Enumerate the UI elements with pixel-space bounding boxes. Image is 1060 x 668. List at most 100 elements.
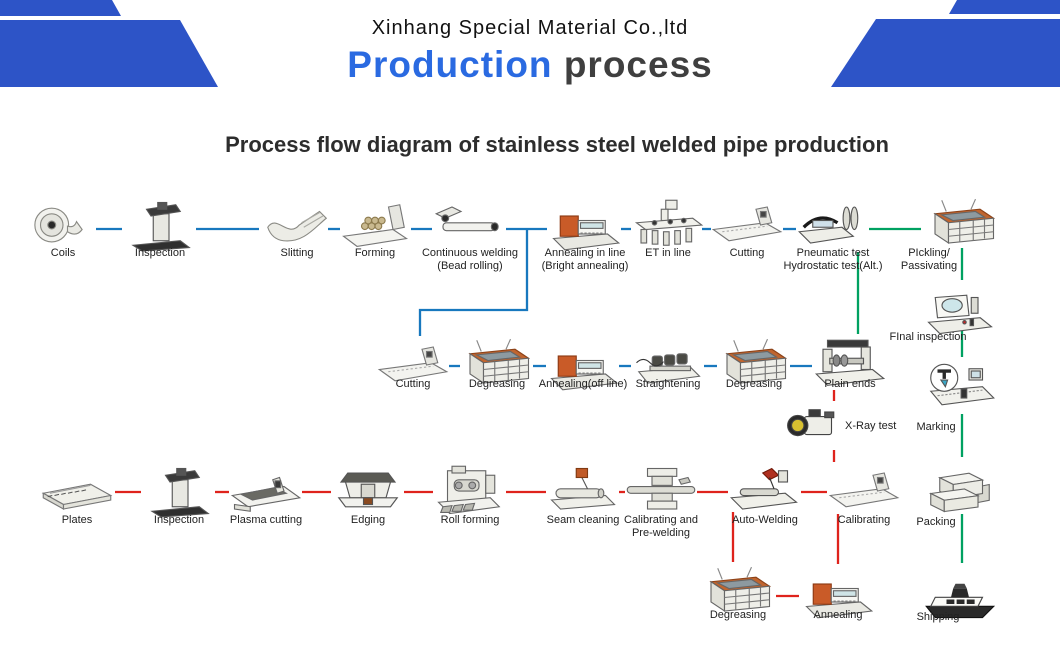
- station-label: FInal inspection: [853, 331, 1003, 344]
- bed-icon: [829, 472, 899, 508]
- plasma-table-icon: [231, 476, 301, 512]
- frame-icon: [626, 467, 696, 510]
- station-label-line: FInal inspection: [889, 331, 967, 343]
- welder-icon: [730, 467, 798, 510]
- station-label-line: Edging: [350, 514, 386, 526]
- station-label: Pneumatic test Hydrostatic test(Alt.): [758, 247, 908, 272]
- station-label: Cutting: [672, 247, 822, 260]
- station-label: Seam cleaning: [508, 514, 658, 527]
- station-label-line: Cutting: [395, 378, 431, 390]
- station-label: Packing: [861, 516, 1011, 529]
- station-label: PIckling/Passivating: [854, 247, 1004, 272]
- station-label-line: Annealing: [813, 609, 863, 621]
- station-label: Calibrating and Pre-welding: [586, 514, 736, 539]
- station-label: Edging: [293, 514, 443, 527]
- boxes-icon: [930, 472, 990, 513]
- station-label: Marking: [861, 421, 1011, 434]
- station-label-line: Roll forming: [440, 514, 500, 526]
- tester-icon: [797, 205, 860, 245]
- station-label-line: Coils: [50, 247, 76, 259]
- station-label-line: Calibrating: [837, 514, 891, 526]
- station-label: Coils: [0, 247, 138, 260]
- tank-icon: [934, 198, 995, 244]
- station-label-line: Annealing in line: [544, 247, 626, 259]
- station-label-line: Auto-Welding: [732, 514, 798, 526]
- top-row-connectors: [96, 227, 796, 336]
- roll-mill-icon: [437, 465, 500, 515]
- station-label: Annealing in line (Bright annealing): [510, 247, 660, 272]
- edging-press-icon: [338, 472, 398, 508]
- station-label: Cutting: [338, 378, 488, 391]
- station-label-line: Marking: [916, 421, 956, 433]
- station-label-line: Pre-welding: [631, 526, 691, 539]
- station-label-line: Inspection: [153, 514, 205, 526]
- station-label-line: Inspection: [134, 247, 186, 259]
- forming-mill-icon: [342, 204, 408, 247]
- station-label-line: Packing: [916, 516, 956, 528]
- page-title: Production process: [0, 44, 1060, 86]
- analyzer-icon: [927, 294, 993, 335]
- station-label: Slitting: [222, 247, 372, 260]
- station-label-line: Degreasing: [725, 378, 783, 390]
- bottom-row-connectors: [115, 390, 840, 598]
- tube-icon: [435, 206, 499, 232]
- station-label-line: ET in line: [645, 247, 691, 259]
- station-label-line: Straightening: [635, 378, 701, 390]
- station-label: Calibrating: [789, 514, 939, 527]
- sheet-icon: [267, 210, 327, 242]
- station-label-line: Seam cleaning: [546, 514, 620, 526]
- station-label: Degreasing: [422, 378, 572, 391]
- deco-left-strip: [0, 0, 121, 16]
- header-decoration: [0, 0, 1060, 87]
- station-label: Auto-Welding: [690, 514, 840, 527]
- station-label: Plasma cutting: [191, 514, 341, 527]
- station-label: Straightening: [593, 378, 743, 391]
- station-label: Annealing(off line): [508, 378, 658, 391]
- camera-icon: [787, 409, 835, 437]
- station-label-line: Annealing(off line): [538, 378, 628, 390]
- station-label-line: Passivating: [900, 259, 958, 272]
- marking-icon: [929, 362, 996, 407]
- furnace-icon: [552, 215, 620, 251]
- connector-branch-down: [418, 230, 529, 336]
- station-label-line: Degreasing: [709, 609, 767, 621]
- station-label: Degreasing: [679, 378, 829, 391]
- station-label: Roll forming: [395, 514, 545, 527]
- station-label: Shipping: [863, 611, 1013, 624]
- company-name: Xinhang Special Material Co.,ltd: [371, 17, 689, 39]
- green-connectors: [856, 227, 964, 563]
- station-label: Inspection: [104, 514, 254, 527]
- station-label-line: X-Ray test: [845, 420, 897, 432]
- station-label-line: Degreasing: [468, 378, 526, 390]
- station-label-line: (Bright annealing): [541, 259, 629, 272]
- station-label-line: Continuous welding: [421, 247, 518, 259]
- station-label-line: Plain ends: [824, 378, 876, 390]
- station-label-line: Calibrating and: [624, 514, 698, 526]
- deco-right-strip: [949, 0, 1060, 14]
- station-label-line: PIckling/: [908, 247, 950, 259]
- station-label: ET in line: [593, 247, 743, 260]
- station-label-line: Plates: [61, 514, 93, 526]
- rack-icon: [635, 199, 703, 246]
- diagram-subtitle: Process flow diagram of stainless steel …: [225, 132, 889, 157]
- station-label-line: Pneumatic test: [796, 247, 870, 259]
- station-label-line: Cutting: [729, 247, 765, 259]
- station-label-line: Hydrostatic test(Alt.): [783, 259, 883, 272]
- station-label-line: Slitting: [280, 247, 314, 259]
- deco-left-band: [0, 20, 218, 87]
- inspection-machine-icon: [132, 201, 190, 252]
- station-label: Continuous welding (Bead rolling): [395, 247, 545, 272]
- station-label: Degreasing: [663, 609, 813, 622]
- page-title-secondary: process: [563, 44, 713, 85]
- station-label: Plates: [2, 514, 152, 527]
- station-label-line: Shipping: [916, 611, 960, 623]
- station-label: X-Ray test: [845, 420, 915, 433]
- station-label-line: Forming: [354, 247, 396, 259]
- station-label: Plain ends: [775, 378, 925, 391]
- page-title-primary: Production: [347, 44, 553, 85]
- cleaner-icon: [550, 467, 616, 510]
- station-label: Forming: [300, 247, 450, 260]
